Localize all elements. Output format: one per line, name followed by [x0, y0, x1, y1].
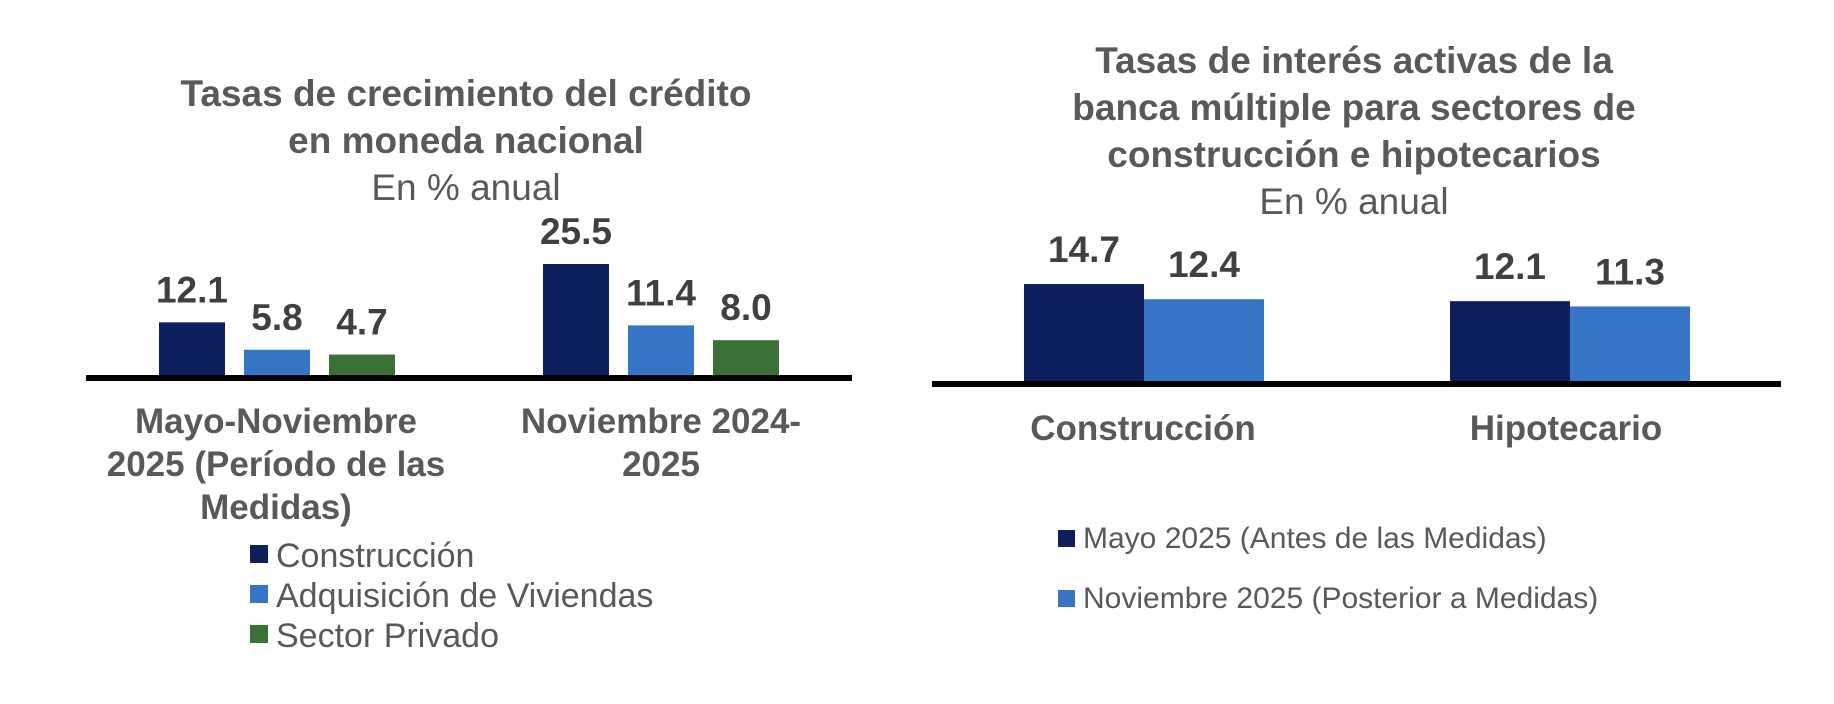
left-data-label-adquisicion-de-viviendas-1: 5.8	[251, 297, 302, 338]
credit-growth-chart: Tasas de crecimiento del crédito en mone…	[86, 73, 852, 655]
legend-swatch-noviembre-2025	[1058, 590, 1075, 607]
left-category-label-1-line-2: 2025 (Período de las	[107, 445, 445, 484]
right-bar-noviembre-2025-posterior-a-medidas-1	[1144, 299, 1264, 381]
right-category-label-construccion: Construcción	[1030, 409, 1256, 448]
left-chart-bars	[159, 264, 779, 375]
left-bar-sector-privado-2	[713, 340, 779, 375]
legend-swatch-construccion	[250, 545, 268, 563]
left-category-label-1-line-3: Medidas)	[200, 488, 352, 527]
left-bar-adquisicion-de-viviendas-2	[628, 325, 694, 375]
left-chart-legend: Construcción Adquisición de Viviendas Se…	[250, 537, 653, 655]
left-data-label-construccion-2: 25.5	[540, 211, 612, 252]
legend-swatch-sector-privado	[250, 625, 268, 643]
left-data-label-adquisicion-de-viviendas-2: 11.4	[626, 272, 696, 313]
right-bar-noviembre-2025-posterior-a-medidas-2	[1570, 306, 1690, 381]
right-data-label-mayo-2025-antes-de-las-medidas-1: 14.7	[1048, 229, 1120, 270]
right-data-label-noviembre-2025-posterior-a-medidas-1: 12.4	[1168, 244, 1240, 285]
right-chart-data-labels: 14.7 12.1 12.4 11.3	[1048, 229, 1665, 292]
left-data-label-construccion-1: 12.1	[156, 269, 228, 310]
interest-rates-chart: Tasas de interés activas de la banca múl…	[932, 40, 1781, 615]
legend-swatch-adquisicion-viviendas	[250, 585, 268, 603]
right-bar-mayo-2025-antes-de-las-medidas-2	[1450, 301, 1570, 381]
legend-label-sector-privado: Sector Privado	[276, 617, 499, 655]
right-category-label-hipotecario: Hipotecario	[1470, 409, 1663, 448]
left-bar-construccion-2	[543, 264, 609, 375]
right-chart-title-line-3: construcción e hipotecarios	[1107, 134, 1600, 175]
legend-label-mayo-2025: Mayo 2025 (Antes de las Medidas)	[1083, 522, 1547, 555]
right-chart-title-line-2: banca múltiple para sectores de	[1072, 87, 1635, 128]
right-chart-title-line-1: Tasas de interés activas de la	[1095, 40, 1613, 81]
left-chart-subtitle: En % anual	[371, 167, 560, 208]
left-chart-data-labels: 12.1 25.5 5.8 11.4 4.7 8.0	[156, 211, 772, 343]
left-category-label-2-line-1: Noviembre 2024-	[521, 402, 801, 441]
left-chart-title-line-2: en moneda nacional	[288, 120, 644, 161]
left-data-label-sector-privado-1: 4.7	[336, 302, 387, 343]
left-chart-title-line-1: Tasas de crecimiento del crédito	[181, 73, 752, 114]
legend-label-noviembre-2025: Noviembre 2025 (Posterior a Medidas)	[1083, 582, 1598, 615]
legend-swatch-mayo-2025	[1058, 530, 1075, 547]
left-bar-adquisicion-de-viviendas-1	[244, 349, 310, 375]
left-category-label-2-line-2: 2025	[622, 445, 700, 484]
legend-label-construccion: Construcción	[276, 537, 474, 575]
left-bar-construccion-1	[159, 322, 225, 375]
left-data-label-sector-privado-2: 8.0	[720, 287, 771, 328]
right-chart-bars	[1024, 284, 1690, 381]
right-bar-mayo-2025-antes-de-las-medidas-1	[1024, 284, 1144, 381]
right-chart-subtitle: En % anual	[1259, 181, 1448, 222]
right-data-label-noviembre-2025-posterior-a-medidas-2: 11.3	[1595, 251, 1665, 292]
right-data-label-mayo-2025-antes-de-las-medidas-2: 12.1	[1474, 246, 1546, 287]
left-bar-sector-privado-1	[329, 354, 395, 375]
legend-label-adquisicion-viviendas: Adquisición de Viviendas	[276, 577, 653, 615]
left-category-label-1-line-1: Mayo-Noviembre	[135, 402, 417, 441]
right-chart-legend: Mayo 2025 (Antes de las Medidas) Noviemb…	[1058, 522, 1598, 615]
